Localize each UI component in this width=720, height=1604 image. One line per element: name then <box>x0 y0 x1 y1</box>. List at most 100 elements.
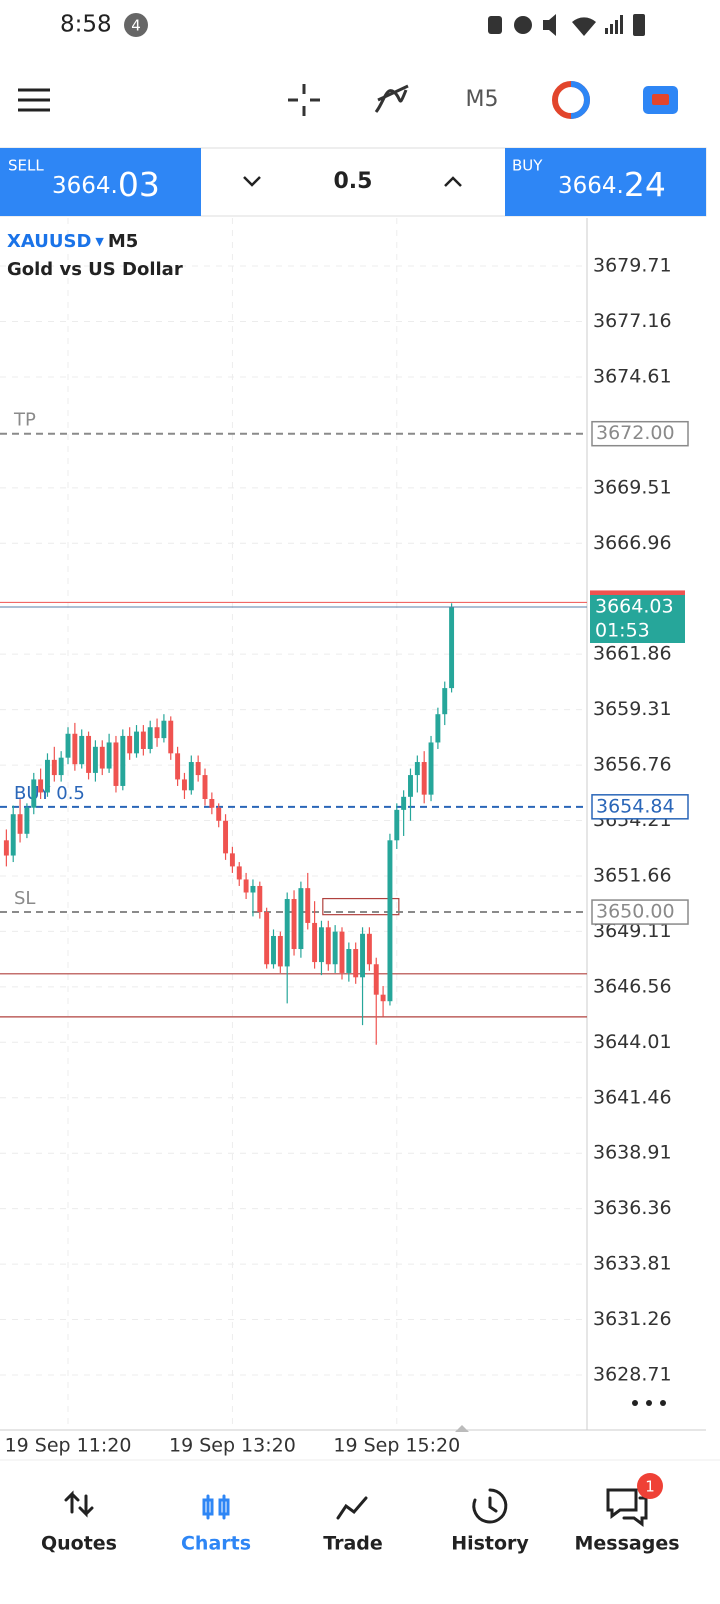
bottom-nav: Quotes Charts Trade History Messages 1 <box>41 1473 680 1555</box>
scroll-marker <box>455 1425 469 1432</box>
symbol-description: Gold vs US Dollar <box>7 259 183 280</box>
messages-badge <box>637 1473 663 1499</box>
candle-body <box>442 688 448 715</box>
sell-button[interactable] <box>0 148 201 216</box>
y-tick-label: 3633.81 <box>593 1253 672 1275</box>
candle-body <box>168 720 174 754</box>
buy-button[interactable] <box>505 148 706 216</box>
nav-icon <box>202 1494 230 1520</box>
symbol-header: XAUUSD ▼ M5 <box>7 231 138 252</box>
candle-body <box>10 814 16 856</box>
chart-timeframe: M5 <box>108 231 138 252</box>
nav-label: Trade <box>323 1533 383 1555</box>
candle-body <box>202 775 208 799</box>
more-button[interactable] <box>632 1400 666 1406</box>
crosshair-button[interactable] <box>288 84 320 116</box>
candle-body <box>181 779 187 791</box>
nav-label: Messages <box>574 1533 679 1555</box>
candle-body <box>298 888 304 950</box>
candle-body <box>3 840 9 856</box>
nav-icon <box>64 1490 94 1518</box>
indicators-button[interactable] <box>374 84 409 113</box>
candle-body <box>380 994 386 1002</box>
trade-level-label: SL <box>14 888 35 909</box>
y-tick-label: 3651.66 <box>593 864 672 886</box>
candle-body <box>216 807 222 821</box>
candle-body <box>195 762 201 776</box>
symbol[interactable]: XAUUSD <box>7 231 91 252</box>
candle-body <box>257 885 263 913</box>
candle-body <box>325 927 331 965</box>
objects-button[interactable] <box>552 81 590 119</box>
candle-body <box>17 814 23 834</box>
candle-body <box>236 866 242 880</box>
candle-body <box>140 731 146 749</box>
candle-body <box>38 779 44 793</box>
candle-body <box>360 933 366 978</box>
y-tick-label: 3649.11 <box>593 920 672 942</box>
notification-badge <box>124 13 148 37</box>
chart: 3679.71 3677.16 3674.61 3669.51 3666.96 3661.… <box>0 218 706 1457</box>
trade-level-price: 3654.84 <box>596 795 675 817</box>
volume-down[interactable] <box>243 176 261 187</box>
clock: 8:58 <box>60 12 112 38</box>
nav-item[interactable]: Trade <box>323 1496 383 1555</box>
bid-price: 3664.03 <box>595 595 674 617</box>
rectangle-object <box>322 897 400 916</box>
candle-body <box>113 742 119 786</box>
sell-price-tail: 03 <box>118 165 160 204</box>
volume[interactable]: 0.5 <box>334 169 373 194</box>
candle-body <box>127 735 133 754</box>
y-tick-label: 3631.26 <box>593 1308 672 1330</box>
candle-body <box>318 927 324 963</box>
candle-body <box>332 931 338 965</box>
status-icons <box>488 14 645 36</box>
trade-button[interactable] <box>643 86 678 114</box>
candle-body <box>408 775 413 797</box>
candle-body <box>188 762 194 791</box>
y-tick-label: 3661.86 <box>593 643 672 665</box>
y-tick-label: 3638.91 <box>593 1142 672 1164</box>
bar-countdown: 01:53 <box>595 619 650 641</box>
menu-button[interactable] <box>18 88 50 112</box>
nav-label: History <box>451 1533 529 1555</box>
trade-level-price: 3672.00 <box>596 422 675 444</box>
candle-body <box>147 727 153 749</box>
nav-label: Quotes <box>41 1533 117 1555</box>
candle-body <box>223 820 229 854</box>
candle-body <box>209 798 215 808</box>
sell-price: 3664.03 <box>52 165 160 204</box>
candle-body <box>229 853 235 867</box>
ask-marker <box>590 590 685 599</box>
trade-level-box <box>591 420 689 447</box>
candle-body <box>154 727 160 739</box>
candle-body <box>86 735 92 773</box>
volume-up[interactable] <box>444 176 462 187</box>
buy-price-tail: 24 <box>624 165 666 204</box>
candle-body <box>72 733 78 765</box>
bid-box <box>590 594 685 643</box>
y-tick-label: 3644.01 <box>593 1031 672 1053</box>
candle-body <box>92 746 98 773</box>
candle-body <box>353 949 359 978</box>
y-tick-label: 3628.71 <box>593 1363 672 1385</box>
nav-item[interactable]: Messages <box>574 1488 680 1555</box>
nav-icon <box>472 1488 508 1524</box>
nav-icon <box>336 1496 368 1520</box>
candle-body <box>312 922 318 963</box>
candle-body <box>161 720 167 739</box>
nav-item[interactable]: Charts <box>181 1494 251 1555</box>
y-tick-label: 3677.16 <box>593 310 672 332</box>
candle-body <box>31 779 37 808</box>
candle-body <box>51 759 57 776</box>
nav-item[interactable]: History <box>451 1488 529 1555</box>
timeframe-button[interactable]: M5 <box>466 87 499 112</box>
candle-body <box>284 899 290 967</box>
y-tick-label: 3669.51 <box>593 476 672 498</box>
buy-price: 3664.24 <box>558 165 666 204</box>
candle-body <box>414 762 420 776</box>
trade-level-box <box>591 794 689 820</box>
buy-label: BUY <box>512 157 543 175</box>
nav-item[interactable]: Quotes <box>41 1490 117 1555</box>
